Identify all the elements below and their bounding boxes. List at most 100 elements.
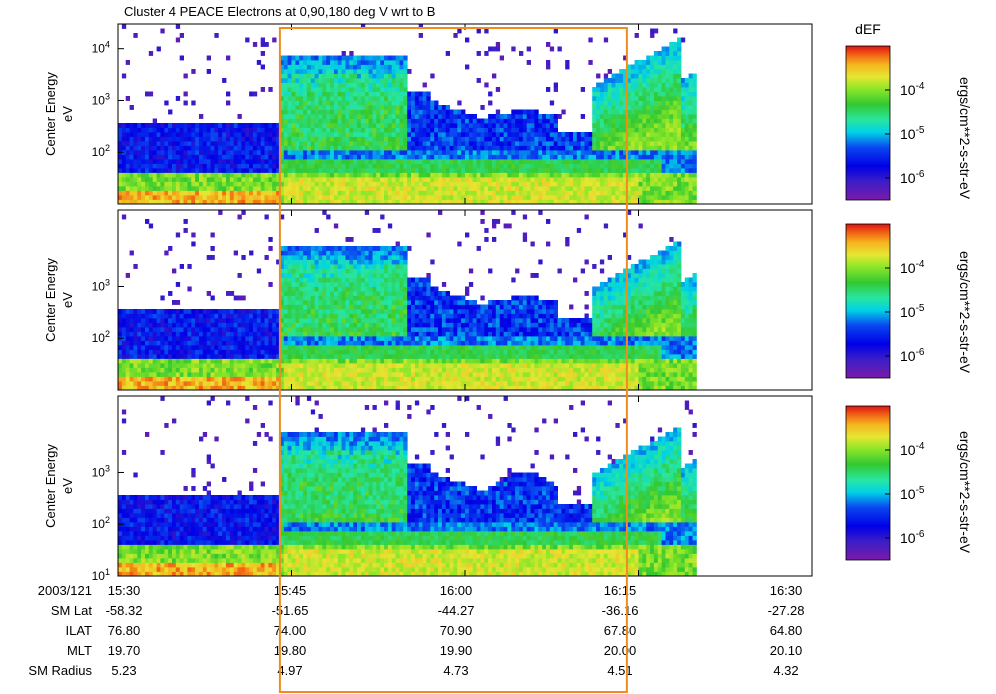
spectrogram-cell bbox=[465, 150, 470, 155]
spectrogram-cell bbox=[191, 69, 196, 74]
spectrogram-cell bbox=[199, 340, 204, 346]
spectrogram-cell bbox=[160, 150, 165, 155]
spectrogram-cell bbox=[403, 127, 408, 133]
spectrogram-cell bbox=[580, 136, 585, 142]
spectrogram-cell bbox=[546, 168, 551, 173]
spectrogram-cell bbox=[283, 313, 289, 319]
spectrogram-cell bbox=[191, 136, 196, 142]
spectrogram-cell bbox=[191, 381, 196, 386]
spectrogram-cell bbox=[279, 327, 285, 332]
spectrogram-cell bbox=[599, 186, 605, 191]
spectrogram-cell bbox=[145, 168, 150, 173]
spectrogram-cell bbox=[287, 291, 292, 296]
spectrogram-cell bbox=[137, 385, 142, 391]
spectrogram-cell bbox=[306, 163, 312, 169]
spectrogram-cell bbox=[472, 159, 477, 164]
spectrogram-cell bbox=[642, 190, 647, 196]
spectrogram-cell bbox=[191, 367, 196, 373]
spectrogram-cell bbox=[569, 186, 574, 191]
spectrogram-cell bbox=[337, 100, 343, 106]
spectrogram-cell bbox=[673, 190, 678, 196]
spectrogram-cell bbox=[252, 181, 258, 187]
spectrogram-cell bbox=[669, 91, 674, 97]
spectrogram-cell bbox=[526, 199, 531, 205]
spectrogram-cell bbox=[403, 91, 408, 97]
spectrogram-cell bbox=[503, 177, 508, 182]
spectrogram-cell bbox=[279, 295, 285, 301]
spectrogram-cell bbox=[376, 154, 381, 160]
spectrogram-cell bbox=[179, 345, 184, 350]
spectrogram-cell bbox=[141, 358, 146, 364]
spectrogram-cell bbox=[283, 340, 289, 346]
spectrogram-cell bbox=[387, 181, 393, 187]
spectrogram-cell bbox=[121, 376, 127, 382]
spectrogram-cell bbox=[395, 186, 400, 191]
spectrogram-cell bbox=[557, 132, 562, 137]
spectrogram-cell bbox=[326, 282, 331, 287]
spectrogram-cell bbox=[414, 186, 420, 191]
spectrogram-cell bbox=[488, 132, 493, 137]
spectrogram-cell bbox=[553, 136, 558, 142]
spectrogram-cell bbox=[191, 241, 196, 247]
spectrogram-cell bbox=[222, 159, 227, 164]
spectrogram-cell bbox=[546, 172, 551, 178]
spectrogram-cell bbox=[599, 159, 605, 164]
spectrogram-cell bbox=[476, 118, 481, 124]
spectrogram-cell bbox=[152, 331, 157, 337]
spectrogram-cell bbox=[295, 64, 300, 70]
spectrogram-cell bbox=[692, 150, 697, 155]
spectrogram-cell bbox=[368, 163, 373, 169]
spectrogram-cell bbox=[376, 145, 381, 151]
spectrogram-cell bbox=[326, 358, 331, 364]
spectrogram-cell bbox=[276, 190, 281, 196]
spectrogram-cell bbox=[615, 159, 620, 164]
spectrogram-cell bbox=[626, 96, 632, 101]
spectrogram-cell bbox=[638, 141, 643, 146]
spectrogram-cell bbox=[252, 127, 258, 133]
spectrogram-cell bbox=[303, 313, 308, 319]
spectrogram-cell bbox=[291, 376, 296, 382]
spectrogram-cell bbox=[283, 114, 289, 119]
spectrogram-cell bbox=[368, 190, 373, 196]
spectrogram-cell bbox=[430, 105, 435, 110]
spectrogram-cell bbox=[488, 150, 493, 155]
spectrogram-cell bbox=[287, 78, 292, 83]
spectrogram-cell bbox=[468, 172, 474, 178]
spectrogram-cell bbox=[168, 123, 173, 128]
spectrogram-cell bbox=[634, 69, 639, 74]
spectrogram-cell bbox=[384, 163, 389, 169]
spectrogram-cell bbox=[684, 199, 690, 205]
spectrogram-cell bbox=[314, 318, 319, 323]
spectrogram-cell bbox=[364, 114, 370, 119]
spectrogram-cell bbox=[148, 150, 154, 155]
spectrogram-cell bbox=[295, 91, 300, 97]
spectrogram-cell bbox=[515, 127, 520, 133]
spectrogram-cell bbox=[665, 190, 670, 196]
spectrogram-cell bbox=[638, 195, 643, 200]
spectrogram-cell bbox=[125, 96, 130, 101]
spectrogram-cell bbox=[318, 246, 323, 251]
spectrogram-cell bbox=[650, 118, 655, 124]
spectrogram-cell bbox=[368, 118, 373, 124]
spectrogram-cell bbox=[279, 349, 285, 355]
spectrogram-cell bbox=[619, 114, 624, 119]
spectrogram-cell bbox=[492, 145, 497, 151]
spectrogram-cell bbox=[141, 150, 146, 155]
spectrogram-cell bbox=[141, 199, 146, 205]
spectrogram-cell bbox=[183, 313, 188, 319]
spectrogram-cell bbox=[202, 136, 208, 142]
spectrogram-cell bbox=[322, 105, 327, 110]
spectrogram-cell bbox=[291, 100, 296, 106]
spectrogram-cell bbox=[619, 168, 624, 173]
spectrogram-cell bbox=[256, 154, 262, 160]
spectrogram-cell bbox=[287, 60, 292, 65]
spectrogram-cell bbox=[669, 78, 674, 83]
spectrogram-cell bbox=[684, 172, 690, 178]
spectrogram-cell bbox=[268, 372, 273, 377]
spectrogram-cell bbox=[468, 159, 474, 164]
spectrogram-cell bbox=[175, 358, 181, 364]
spectrogram-cell bbox=[453, 136, 458, 142]
spectrogram-cell bbox=[160, 181, 165, 187]
spectrogram-cell bbox=[222, 322, 227, 328]
spectrogram-cell bbox=[599, 87, 605, 92]
